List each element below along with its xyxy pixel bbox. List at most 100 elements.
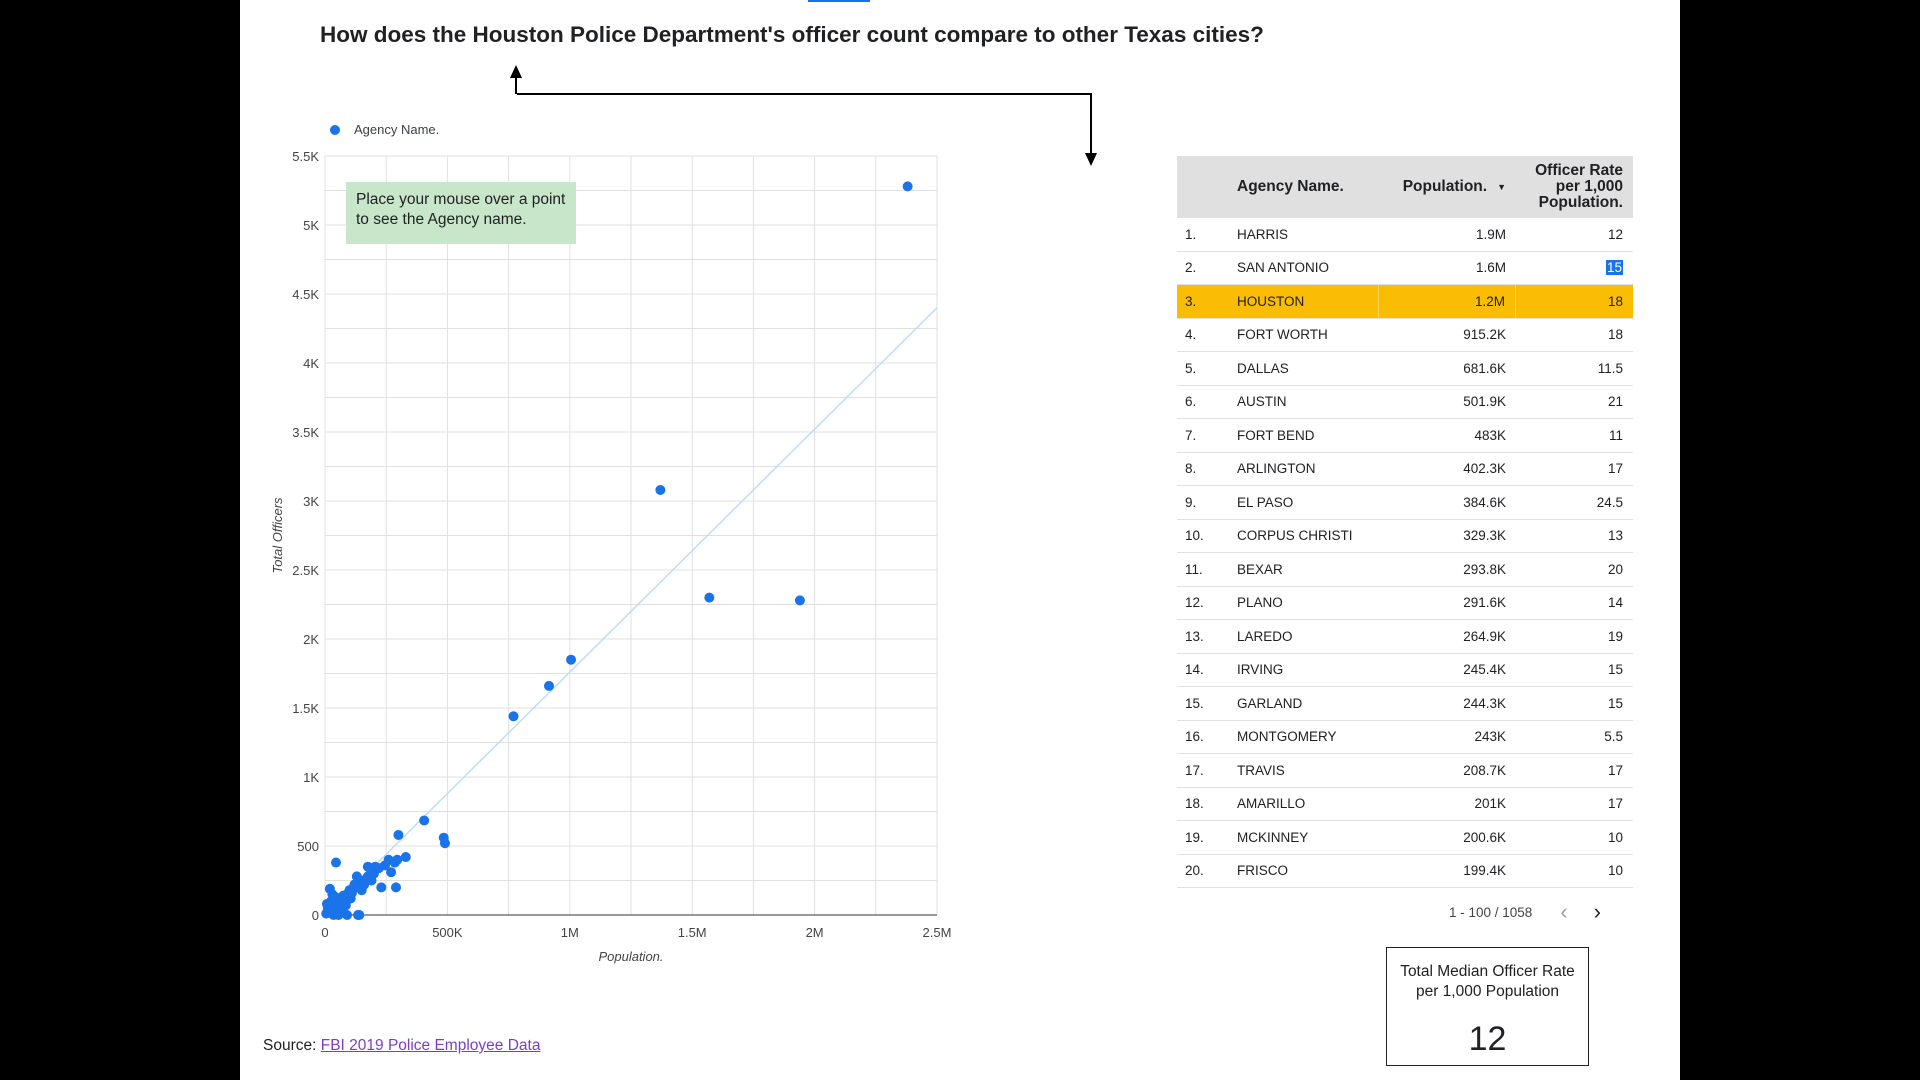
population-cell: 200.6K: [1379, 821, 1516, 854]
population-cell-text: 384.6K: [1463, 494, 1506, 510]
table-row[interactable]: 8. ARLINGTON 402.3K 17: [1177, 453, 1633, 486]
data-point[interactable]: [334, 901, 345, 912]
y-tick-label: 1.5K: [292, 701, 319, 716]
agency-name-cell: DALLAS: [1227, 352, 1379, 385]
data-point[interactable]: [351, 871, 362, 882]
prev-page-icon[interactable]: ‹: [1560, 899, 1568, 924]
data-point[interactable]: [794, 595, 805, 606]
data-point[interactable]: [704, 592, 715, 603]
agency-name-cell-text: BEXAR: [1237, 561, 1283, 577]
table-row[interactable]: 5. DALLAS 681.6K 11.5: [1177, 352, 1633, 386]
table-row[interactable]: 19. MCKINNEY 200.6K 10: [1177, 821, 1633, 855]
data-point[interactable]: [362, 861, 373, 872]
officer-rate-cell-text: 17: [1607, 461, 1623, 477]
table-row[interactable]: 4. FORT WORTH 915.2K 18: [1177, 319, 1633, 352]
header-agency-name[interactable]: Agency Name.: [1237, 178, 1344, 195]
y-tick-label: 4K: [303, 356, 319, 371]
officer-rate-cell: 11: [1516, 419, 1633, 452]
row-index: 19.: [1177, 821, 1227, 854]
row-index: 8.: [1177, 453, 1227, 486]
agency-name-cell-text: TRAVIS: [1237, 762, 1285, 778]
table-row[interactable]: 20. FRISCO 199.4K 10: [1177, 855, 1633, 888]
header-population[interactable]: Population. ▼: [1379, 156, 1516, 218]
table-row[interactable]: 2. SAN ANTONIO 1.6M 15: [1177, 252, 1633, 285]
row-index-text: 16.: [1185, 729, 1204, 745]
population-cell-text: 1.9M: [1475, 226, 1506, 242]
data-point[interactable]: [366, 875, 377, 886]
arrow-down-icon: [1085, 153, 1097, 166]
data-point[interactable]: [373, 863, 384, 874]
data-point[interactable]: [376, 882, 387, 893]
population-cell-text: 483K: [1474, 427, 1506, 443]
table-row[interactable]: 17. TRAVIS 208.7K 17: [1177, 754, 1633, 788]
table-row[interactable]: 6. AUSTIN 501.9K 21: [1177, 386, 1633, 419]
table-header: Agency Name. Population. ▼ Officer Rate …: [1177, 156, 1633, 218]
table-row[interactable]: 18. AMARILLO 201K 17: [1177, 788, 1633, 821]
officer-rate-cell: 18: [1516, 319, 1633, 352]
arrow-up-icon: [510, 65, 522, 78]
agency-table: Agency Name. Population. ▼ Officer Rate …: [1177, 156, 1633, 888]
table-row[interactable]: 9. EL PASO 384.6K 24.5: [1177, 486, 1633, 520]
row-index: 12.: [1177, 587, 1227, 620]
data-point[interactable]: [356, 885, 367, 896]
officer-rate-cell: 10: [1516, 821, 1633, 854]
header-officer-rate[interactable]: Officer Rate per 1,000 Population.: [1516, 156, 1633, 218]
officer-rate-cell: 24.5: [1516, 486, 1633, 519]
table-row[interactable]: 3. HOUSTON 1.2M 18: [1177, 285, 1633, 319]
data-point[interactable]: [338, 890, 349, 901]
table-row[interactable]: 12. PLANO 291.6K 14: [1177, 587, 1633, 620]
row-index-text: 13.: [1185, 628, 1204, 644]
row-index-text: 3.: [1185, 293, 1197, 309]
population-cell-text: 1.2M: [1474, 293, 1505, 309]
source-link[interactable]: FBI 2019 Police Employee Data: [320, 1037, 541, 1054]
data-point[interactable]: [354, 910, 365, 920]
y-tick-label: 2K: [303, 632, 319, 647]
officer-rate-cell-text: 14: [1607, 595, 1623, 611]
population-cell-text: 200.6K: [1463, 829, 1506, 845]
table-row[interactable]: 10. CORPUS CHRISTI 329.3K 13: [1177, 520, 1633, 553]
source-note: Source: FBI 2019 Police Employee Data: [263, 1037, 540, 1055]
data-point[interactable]: [439, 838, 450, 849]
data-point[interactable]: [331, 857, 342, 868]
population-cell: 501.9K: [1379, 386, 1516, 419]
officer-rate-cell: 12: [1516, 218, 1633, 251]
agency-name-cell: EL PASO: [1227, 486, 1379, 519]
data-point[interactable]: [330, 892, 341, 903]
data-point[interactable]: [386, 867, 397, 878]
y-tick-label: 3K: [303, 494, 319, 509]
agency-name-cell: SAN ANTONIO: [1227, 252, 1379, 285]
agency-name-cell-text: FORT WORTH: [1237, 327, 1328, 343]
data-point[interactable]: [383, 854, 394, 865]
data-point[interactable]: [390, 882, 401, 893]
table-row[interactable]: 13. LAREDO 264.9K 19: [1177, 620, 1633, 654]
data-point[interactable]: [321, 898, 332, 909]
population-cell-text: 245.4K: [1463, 662, 1506, 678]
data-point[interactable]: [902, 181, 913, 192]
officer-rate-cell-text: 12: [1607, 226, 1623, 242]
scatter-chart[interactable]: 0 500K 1M 1.5M 2M 2.5M05001K1.5K2K2.5K3K3.5K4…: [240, 0, 1680, 1000]
data-point[interactable]: [543, 680, 554, 691]
population-cell: 915.2K: [1379, 319, 1516, 352]
population-cell: 293.8K: [1379, 553, 1516, 586]
data-point[interactable]: [393, 829, 404, 840]
table-row[interactable]: 15. GARLAND 244.3K 15: [1177, 687, 1633, 721]
next-page-icon[interactable]: ›: [1593, 899, 1601, 924]
table-row[interactable]: 7. FORT BEND 483K 11: [1177, 419, 1633, 453]
table-row[interactable]: 1. HARRIS 1.9M 12: [1177, 218, 1633, 252]
data-point[interactable]: [419, 815, 430, 826]
header-population-label: Population.: [1402, 178, 1488, 195]
table-row[interactable]: 16. MONTGOMERY 243K 5.5: [1177, 721, 1633, 754]
agency-name-cell-text: HARRIS: [1237, 226, 1289, 242]
officer-rate-cell-text: 15: [1605, 260, 1623, 276]
data-point[interactable]: [400, 852, 411, 863]
data-point[interactable]: [655, 484, 666, 495]
data-point[interactable]: [566, 654, 577, 665]
data-point[interactable]: [508, 711, 519, 722]
agency-name-cell-text: CORPUS CHRISTI: [1237, 528, 1353, 544]
chart-legend[interactable]: Agency Name.: [330, 122, 439, 137]
agency-name-cell-text: IRVING: [1237, 662, 1284, 678]
table-row[interactable]: 11. BEXAR 293.8K 20: [1177, 553, 1633, 587]
officer-rate-cell-text: 18: [1607, 293, 1623, 309]
officer-rate-cell: 17: [1516, 788, 1633, 821]
table-row[interactable]: 14. IRVING 245.4K 15: [1177, 654, 1633, 687]
